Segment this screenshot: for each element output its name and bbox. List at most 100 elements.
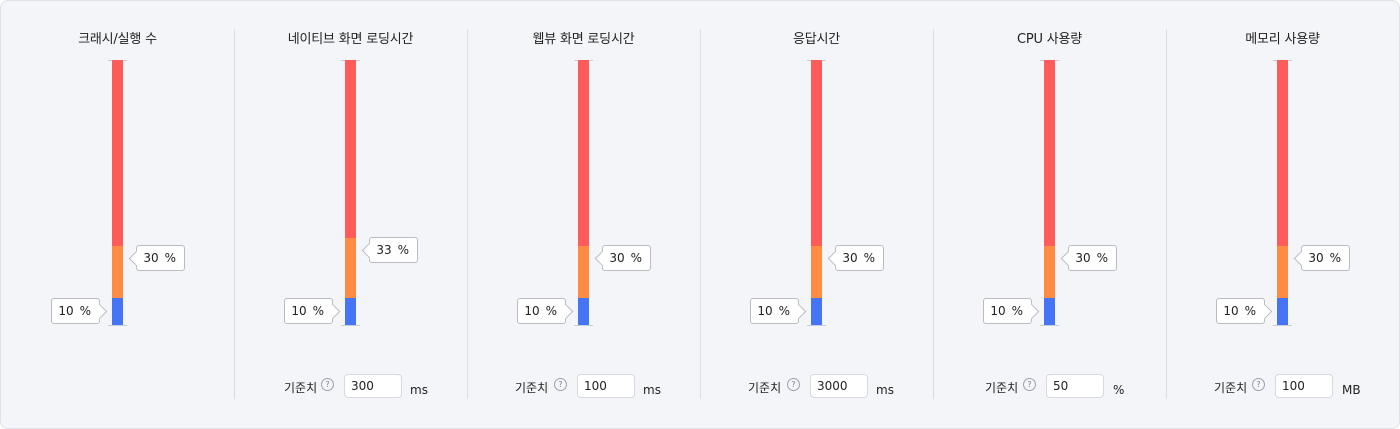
warning-threshold-handle[interactable]: 30 % [602,245,651,271]
normal-segment[interactable] [1277,298,1288,325]
column-divider [1166,29,1167,399]
warning-threshold-value: 30 [609,251,625,265]
metric-title: 크래시/실행 수 [78,32,157,47]
warning-segment[interactable] [578,246,589,298]
normal-threshold-value: 10 [291,304,307,318]
threshold-unit: ms [643,383,661,397]
metric-title: CPU 사용량 [1016,32,1083,47]
percent-unit: % [397,243,409,257]
bar-bottom-tick [108,325,127,326]
normal-threshold-handle[interactable]: 10 % [1216,298,1265,324]
column-divider [234,29,235,399]
threshold-input[interactable] [810,374,868,398]
metric-title: 웹뷰 화면 로딩시간 [532,32,635,47]
normal-threshold-handle[interactable]: 10 % [750,298,799,324]
normal-threshold-value: 10 [990,304,1006,318]
warning-threshold-value: 30 [1075,251,1091,265]
normal-threshold-handle[interactable]: 10 % [983,298,1032,324]
warning-threshold-value: 30 [1308,251,1324,265]
metric-webview-screen-loading: 웹뷰 화면 로딩시간 30 % 10 % 기준치 ? ms [467,1,700,428]
critical-segment [345,60,356,238]
threshold-input[interactable] [344,374,402,398]
percent-unit: % [778,304,790,318]
warning-threshold-handle[interactable]: 30 % [136,245,185,271]
threshold-row: 기준치 ? MB [1166,374,1399,398]
bar-bottom-tick [574,325,593,326]
metric-cpu-usage: CPU 사용량 30 % 10 % 기준치 ? % [933,1,1166,428]
percent-unit: % [79,304,91,318]
warning-threshold-handle[interactable]: 30 % [835,245,884,271]
threshold-input[interactable] [1275,374,1333,398]
normal-segment[interactable] [811,298,822,325]
warning-segment[interactable] [811,246,822,298]
normal-segment[interactable] [1044,298,1055,325]
threshold-unit: MB [1342,383,1361,397]
bar-bottom-tick [807,325,826,326]
critical-segment [1277,60,1288,246]
normal-segment[interactable] [578,298,589,325]
warning-segment[interactable] [1044,246,1055,298]
critical-segment [578,60,589,246]
column-divider [933,29,934,399]
threshold-label: 기준치 [515,381,549,395]
help-icon[interactable]: ? [1252,378,1265,391]
metric-memory-usage: 메모리 사용량 30 % 10 % 기준치 ? MB [1166,1,1399,428]
metric-title: 네이티브 화면 로딩시간 [287,32,414,47]
help-icon[interactable]: ? [1023,378,1036,391]
warning-threshold-handle[interactable]: 33 % [369,237,418,263]
threshold-bar [1040,60,1059,326]
normal-segment[interactable] [345,298,356,325]
metric-title: 메모리 사용량 [1245,32,1320,47]
metric-title: 응답시간 [792,32,841,47]
help-icon[interactable]: ? [554,378,567,391]
percent-unit: % [630,251,642,265]
percent-unit: % [863,251,875,265]
threshold-label: 기준치 [1214,381,1248,395]
metric-native-screen-loading: 네이티브 화면 로딩시간 33 % 10 % 기준치 ? ms [234,1,467,428]
normal-threshold-handle[interactable]: 10 % [51,298,100,324]
normal-threshold-value: 10 [58,304,74,318]
threshold-bar [574,60,593,326]
threshold-row: 기준치 ? ms [467,374,700,398]
warning-segment[interactable] [345,238,356,298]
threshold-label: 기준치 [985,381,1019,395]
normal-segment[interactable] [112,298,123,325]
threshold-bar [108,60,127,326]
warning-segment[interactable] [1277,246,1288,298]
threshold-bar [1273,60,1292,326]
warning-threshold-handle[interactable]: 30 % [1068,245,1117,271]
threshold-unit: % [1113,383,1125,397]
bar-bottom-tick [1040,325,1059,326]
threshold-unit: ms [876,383,894,397]
threshold-row: 기준치 ? ms [234,374,467,398]
percent-unit: % [164,251,176,265]
help-icon[interactable]: ? [321,378,334,391]
percent-unit: % [1096,251,1108,265]
normal-threshold-value: 10 [524,304,540,318]
metric-response-time: 응답시간 30 % 10 % 기준치 ? ms [700,1,933,428]
normal-threshold-value: 10 [1223,304,1239,318]
critical-segment [1044,60,1055,246]
metric-crash-rate: 크래시/실행 수 30 % 10 % [1,1,234,428]
critical-segment [112,60,123,246]
warning-threshold-value: 33 [376,243,392,257]
warning-threshold-value: 30 [143,251,159,265]
percent-unit: % [1244,304,1256,318]
threshold-label: 기준치 [284,381,318,395]
normal-threshold-handle[interactable]: 10 % [284,298,333,324]
normal-threshold-value: 10 [757,304,773,318]
warning-segment[interactable] [112,246,123,298]
column-divider [700,29,701,399]
percent-unit: % [1329,251,1341,265]
threshold-input[interactable] [577,374,635,398]
threshold-row: 기준치 ? ms [700,374,933,398]
warning-threshold-handle[interactable]: 30 % [1301,245,1350,271]
percent-unit: % [312,304,324,318]
threshold-label: 기준치 [748,381,782,395]
normal-threshold-handle[interactable]: 10 % [517,298,566,324]
help-icon[interactable]: ? [787,378,800,391]
percent-unit: % [545,304,557,318]
threshold-row: 기준치 ? % [933,374,1166,398]
threshold-input[interactable] [1046,374,1104,398]
